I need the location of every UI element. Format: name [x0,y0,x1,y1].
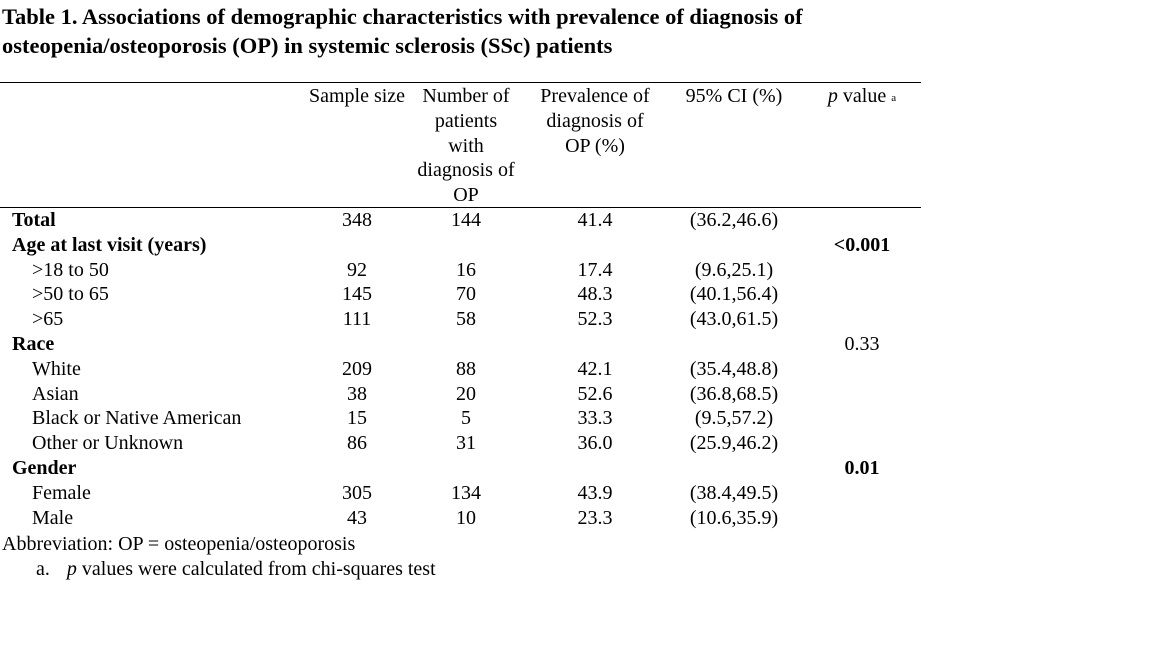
row-label: Age at last visit (years) [12,233,207,256]
row-label: Asian [32,382,79,405]
row-label: Female [32,481,91,504]
cell-ci: (9.6,25.1) [694,258,774,281]
footnote-a: a. p values were calculated from chi-squ… [36,557,436,582]
cell-num-patients: 134 [451,481,481,504]
cell-prevalence: 36.0 [577,432,613,455]
table-row: Black or Native American 15 5 33.3 (9.5,57.2… [0,406,921,431]
row-label: Male [32,506,74,529]
header-prevalence: Prevalence of diagnosis of OP (%) [540,85,650,157]
cell-num-patients: 70 [456,283,476,306]
header-p-rest: value [837,85,887,107]
table-row: Male 43 10 23.3 (10.6,35.9) [0,506,921,531]
header-sample-size: Sample size [308,85,406,107]
row-label: >18 to 50 [32,258,109,281]
cell-num-patients: 16 [456,258,476,281]
table-row: Asian 38 20 52.6 (36.8,68.5) [0,382,921,407]
cell-num-patients: 5 [461,407,471,430]
cell-prevalence: 52.3 [577,308,613,331]
header-p-value: p value a [812,84,912,109]
header-p-superscript: a [891,92,897,104]
cell-prevalence: 42.1 [577,357,613,380]
cell-p-value: 0.01 [844,457,880,479]
table-row: >65 111 58 52.3 (43.0,61.5) [0,307,921,332]
footnote-a-text: values were calculated from chi-squares … [76,558,436,580]
cell-num-patients: 31 [456,432,476,455]
table-title: Table 1. Associations of demographic cha… [2,4,803,58]
cell-sample-size: 145 [342,283,372,306]
cell-ci: (36.2,46.6) [689,209,779,231]
cell-num-patients: 144 [451,209,481,231]
row-label: >65 [32,308,64,331]
table-row: Female 305 134 43.9 (38.4,49.5) [0,481,921,506]
row-label: Gender [12,457,77,479]
table-row: >50 to 65 145 70 48.3 (40.1,56.4) [0,282,921,307]
header-p-italic: p [827,85,838,107]
cell-ci: (40.1,56.4) [689,283,779,306]
cell-prevalence: 52.6 [577,382,613,405]
table-row: Race 0.33 [0,332,921,357]
cell-prevalence: 41.4 [577,209,613,231]
table-row: Other or Unknown 86 31 36.0 (25.9,46.2) [0,431,921,456]
table-row: Age at last visit (years) <0.001 [0,233,921,258]
header-num-patients: Number of patients with diagnosis of OP [417,85,515,207]
cell-num-patients: 88 [456,357,476,380]
cell-prevalence: 17.4 [577,258,613,281]
footnote-a-marker: a. [36,558,50,580]
cell-p-value: <0.001 [833,233,891,256]
cell-sample-size: 111 [342,308,372,331]
top-rule [0,82,921,83]
cell-sample-size: 209 [342,357,372,380]
cell-ci: (25.9,46.2) [689,432,779,455]
row-label: White [32,357,81,380]
cell-prevalence: 33.3 [577,407,613,430]
table-row: White 209 88 42.1 (35.4,48.8) [0,357,921,382]
cell-sample-size: 348 [342,209,372,231]
cell-sample-size: 43 [347,506,367,529]
cell-ci: (35.4,48.8) [689,357,779,380]
row-label: Total [12,209,56,231]
cell-num-patients: 58 [456,308,476,331]
cell-ci: (10.6,35.9) [689,506,779,529]
table-row: Gender 0.01 [0,456,921,481]
footnote-a-italic: p [66,558,77,580]
cell-prevalence: 43.9 [577,481,613,504]
cell-ci: (36.8,68.5) [689,382,779,405]
table-row: Total 348 144 41.4 (36.2,46.6) [0,208,921,233]
cell-sample-size: 305 [342,481,372,504]
cell-sample-size: 86 [347,432,367,455]
cell-prevalence: 23.3 [577,506,613,529]
cell-num-patients: 20 [456,382,476,405]
cell-num-patients: 10 [456,506,476,529]
cell-sample-size: 92 [347,258,367,281]
row-label: Other or Unknown [32,432,184,455]
cell-ci: (9.5,57.2) [694,407,774,430]
cell-ci: (43.0,61.5) [689,308,779,331]
cell-prevalence: 48.3 [577,283,613,306]
row-label: Black or Native American [32,407,242,430]
header-rule [0,207,921,208]
row-label: Race [12,333,55,355]
row-label: >50 to 65 [32,283,109,306]
cell-sample-size: 15 [347,407,367,430]
footnote-abbreviation: Abbreviation: OP = osteopenia/osteoporos… [2,533,356,555]
cell-p-value: 0.33 [844,333,880,355]
header-ci: 95% CI (%) [685,85,783,107]
cell-ci: (38.4,49.5) [689,481,779,504]
cell-sample-size: 38 [347,382,367,405]
table-row: >18 to 50 92 16 17.4 (9.6,25.1) [0,258,921,283]
